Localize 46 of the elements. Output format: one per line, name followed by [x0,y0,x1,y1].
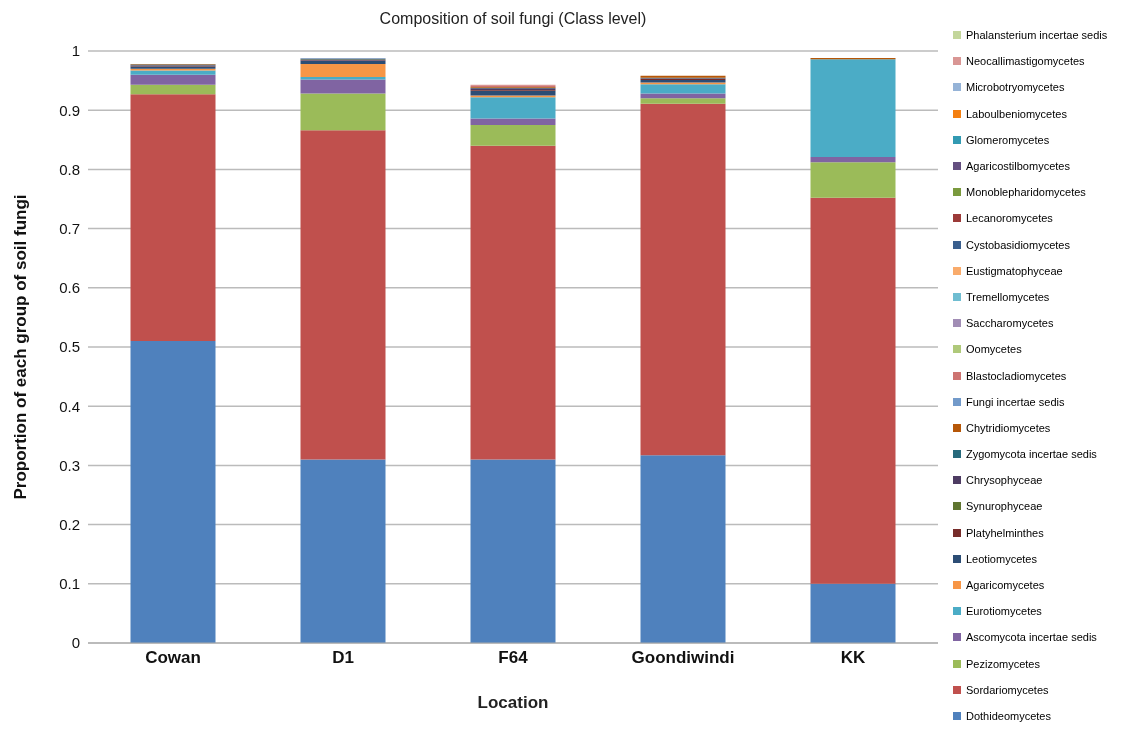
y-tick-label: 0.5 [59,338,80,356]
y-tick-label: 0.6 [59,279,80,297]
legend-label: Oomycetes [966,343,1022,356]
legend-label: Neocallimastigomycetes [966,55,1085,68]
legend-label: Pezizomycetes [966,657,1040,670]
legend-label: Platyhelminthes [966,526,1044,539]
legend-label: Glomeromycetes [966,133,1050,146]
legend-label: Synurophyceae [966,500,1043,513]
y-axis-title: Proportion of each group of soil fungi [11,194,31,500]
y-tick-label: 0.9 [59,101,80,119]
y-tick-label: 0.4 [59,397,80,415]
y-tick-label: 0.7 [59,219,80,237]
y-tick-label: 0.2 [59,515,80,533]
y-tick-label: 0 [71,634,80,652]
legend-label: Agaricostilbomycetes [966,160,1070,173]
legend-label: Microbotryomycetes [966,81,1065,94]
legend-label: Eurotiomycetes [966,605,1042,618]
legend-label: Phalansterium incertae sedis [966,29,1108,42]
legend-label: Chrysophyceae [966,474,1043,487]
y-tick-label: 0.1 [59,575,80,593]
chart-title: Composition of soil fungi (Class level) [378,10,648,28]
x-tick-label: D1 [332,648,354,668]
legend-label: Zygomycota incertae sedis [966,448,1097,461]
legend-label: Laboulbeniomycetes [966,107,1067,120]
legend-label: Dothideomycetes [966,709,1051,722]
legend-label: Agaricomycetes [966,579,1045,592]
legend-label: Saccharomycetes [966,317,1054,330]
legend-label: Chytridiomycetes [966,421,1051,434]
y-tick-label: 1 [71,42,80,60]
x-tick-label: KK [840,648,866,668]
legend-label: Eustigmatophyceae [966,264,1063,277]
legend-label: Blastocladiomycetes [966,369,1067,382]
legend-label: Leotiomycetes [966,552,1037,565]
legend-label: Ascomycota incertae sedis [966,631,1097,644]
legend-label: Monoblepharidomycetes [966,186,1086,199]
x-axis-title: Location [477,693,549,712]
legend-label: Lecanoromycetes [966,212,1053,225]
y-tick-label: 0.8 [59,160,80,178]
x-tick-label: Cowan [145,648,201,668]
x-tick-label: F64 [498,648,529,668]
x-tick-label: Goondiwindi [631,648,735,668]
legend-label: Fungi incertae sedis [966,395,1065,408]
legend-label: Tremellomycetes [966,290,1050,303]
legend-label: Cystobasidiomycetes [966,238,1070,251]
legend-label: Sordariomycetes [966,683,1049,696]
y-tick-label: 0.3 [59,456,80,474]
